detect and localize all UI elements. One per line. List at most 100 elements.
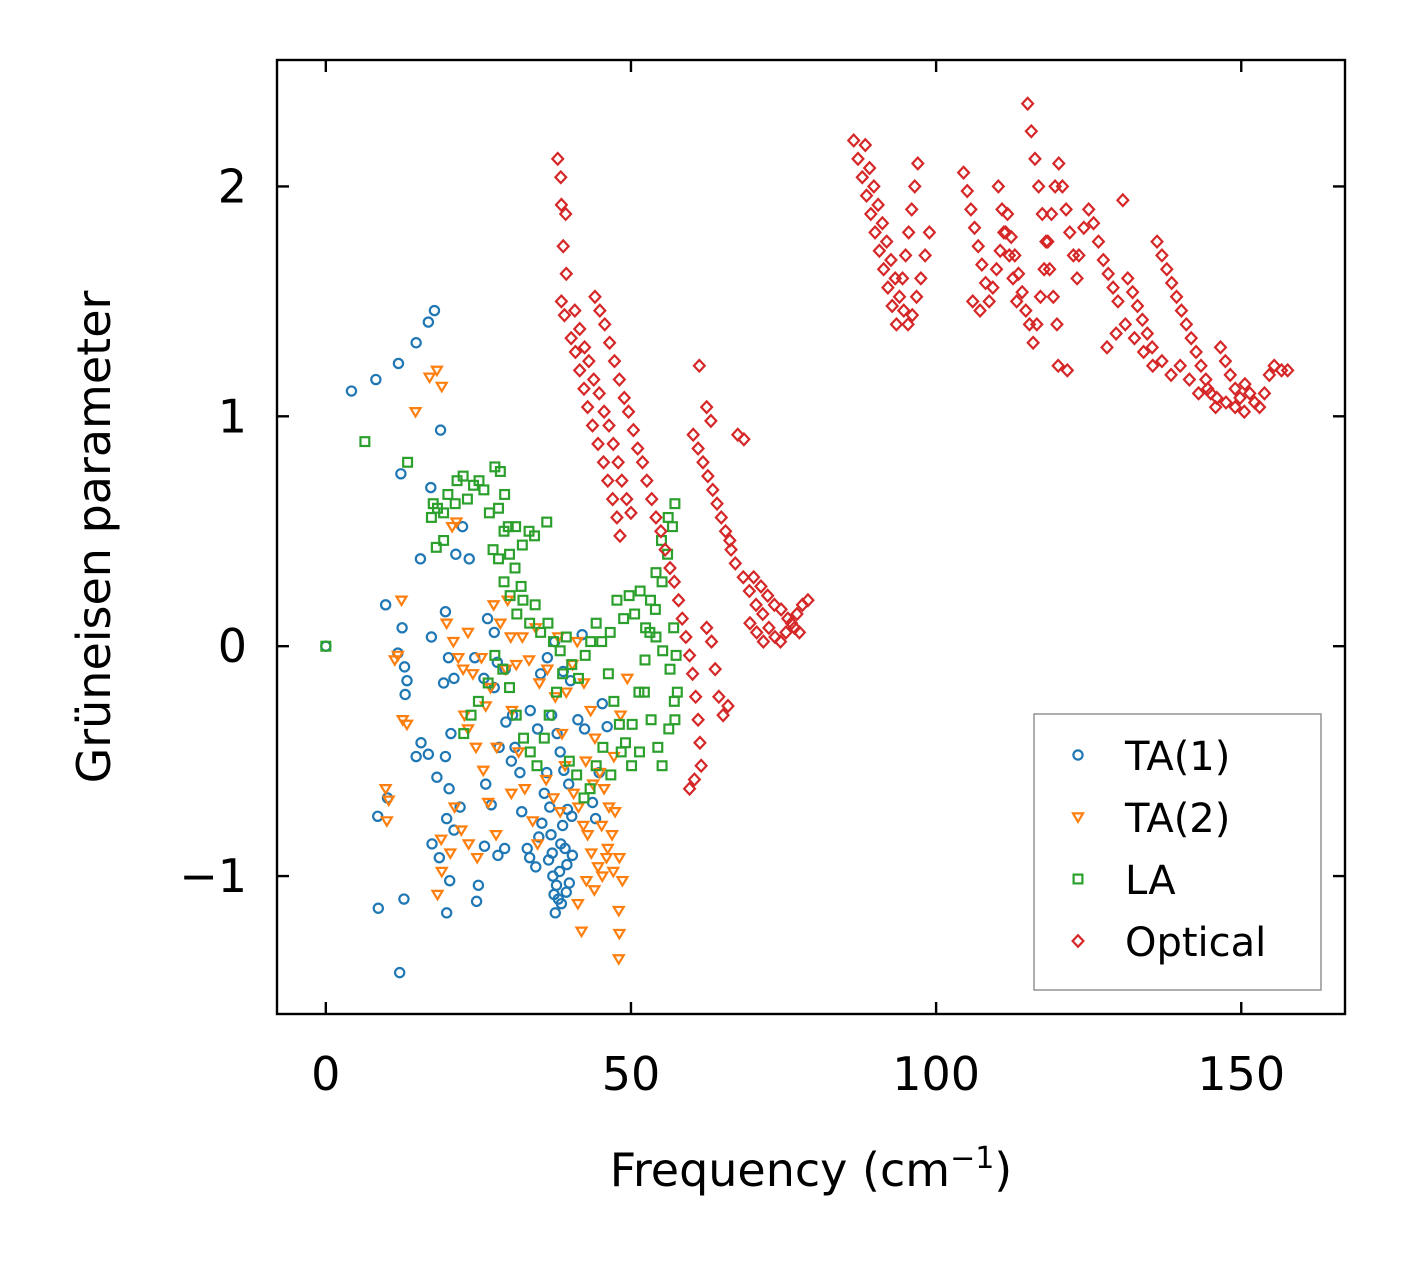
data-point [973, 303, 987, 318]
data-point [440, 812, 453, 825]
data-point [767, 597, 782, 613]
data-point [621, 404, 636, 420]
data-point [542, 617, 554, 629]
data-point [639, 473, 654, 489]
data-point [493, 502, 505, 514]
data-point [662, 511, 674, 523]
data-point [1155, 353, 1169, 369]
data-point [430, 889, 445, 902]
data-point [682, 781, 697, 797]
data-point [425, 631, 438, 643]
data-point [645, 714, 657, 726]
data-point [1155, 247, 1169, 263]
data-point [398, 893, 410, 905]
data-point [438, 507, 450, 519]
data-point [918, 247, 933, 263]
data-point [638, 686, 650, 698]
data-point [422, 372, 437, 385]
data-point [605, 769, 617, 781]
data-point [1179, 316, 1194, 332]
data-point [879, 234, 894, 250]
data-point [1118, 316, 1133, 332]
data-point [885, 298, 900, 314]
data-point [1191, 385, 1206, 401]
data-point [597, 316, 612, 332]
data-point [956, 165, 971, 181]
data-point [1136, 344, 1151, 360]
data-point [539, 774, 554, 787]
data-point [880, 280, 895, 295]
data-point [1189, 344, 1203, 360]
data-point [446, 636, 461, 649]
data-point [909, 289, 924, 305]
data-point [578, 792, 590, 804]
data-point [859, 188, 874, 204]
data-point [518, 732, 530, 744]
data-point [693, 735, 707, 751]
data-point [1070, 270, 1084, 286]
data-point [584, 783, 596, 795]
data-point [579, 875, 594, 888]
data-point [442, 488, 454, 500]
data-point [1252, 399, 1267, 415]
data-point [1007, 247, 1022, 263]
data-point [617, 390, 632, 406]
data-point [671, 686, 683, 698]
data-point [1109, 326, 1124, 341]
data-point [1018, 303, 1033, 318]
data-point [696, 454, 710, 470]
data-point [708, 661, 723, 677]
data-point [559, 266, 574, 282]
data-point [590, 617, 602, 629]
legend-item: LA [1072, 858, 1176, 904]
data-point [503, 632, 518, 644]
data-point [510, 521, 522, 533]
legend-marker [1072, 873, 1084, 885]
data-point [583, 705, 598, 718]
data-point [611, 594, 623, 606]
data-point [669, 714, 681, 726]
data-point [576, 820, 591, 833]
data-point [457, 470, 469, 482]
data-point [716, 707, 731, 723]
data-point [556, 819, 569, 832]
data-point [509, 659, 524, 672]
data-point [685, 666, 700, 682]
data-point [445, 727, 457, 740]
data-point [515, 632, 530, 644]
data-point [611, 454, 626, 470]
data-point [584, 848, 599, 861]
data-point [1051, 156, 1066, 171]
data-point [1072, 247, 1086, 263]
axis-ticks: 0 50 100 150 −1 0 1 2 [179, 60, 1345, 1101]
data-point [851, 151, 865, 167]
data-point [1127, 330, 1142, 346]
data-point [846, 133, 861, 148]
data-point [1203, 385, 1218, 401]
data-point [531, 760, 543, 772]
data-point [620, 673, 635, 686]
data-point [550, 879, 563, 891]
data-point [572, 362, 587, 378]
legend-label: TA(2) [1124, 796, 1230, 842]
data-point [644, 594, 656, 606]
x-axis-label: Frequency (cm−1) [610, 1141, 1013, 1197]
data-point [545, 828, 557, 841]
data-point [1233, 390, 1247, 406]
data-point [965, 293, 980, 309]
data-point [901, 316, 915, 332]
data-point [610, 510, 624, 525]
data-point [774, 601, 788, 617]
data-point [601, 720, 613, 733]
legend-label: Optical [1125, 920, 1266, 966]
data-point [498, 525, 510, 537]
data-point [530, 861, 542, 873]
data-point [570, 898, 585, 911]
data-point [895, 270, 910, 286]
data-point [913, 270, 928, 286]
data-point [572, 321, 587, 337]
data-point [905, 307, 920, 323]
data-point [559, 842, 571, 855]
